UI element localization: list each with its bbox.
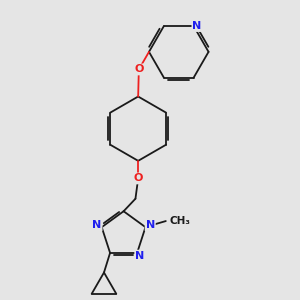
Text: CH₃: CH₃ xyxy=(170,216,191,226)
Text: O: O xyxy=(134,173,143,183)
Text: N: N xyxy=(146,220,155,230)
Text: O: O xyxy=(134,64,143,74)
Text: N: N xyxy=(135,250,145,261)
Text: N: N xyxy=(92,220,102,230)
Text: N: N xyxy=(192,21,202,31)
